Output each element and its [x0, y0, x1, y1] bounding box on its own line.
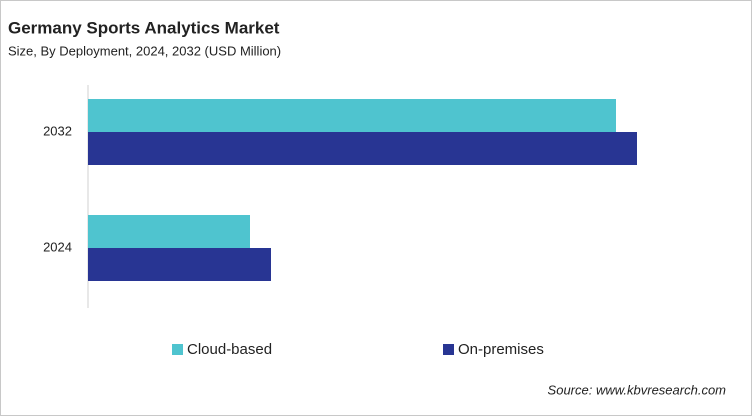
bar — [88, 99, 616, 132]
legend-swatch — [172, 344, 183, 355]
source: Source: www.kbvresearch.com — [548, 382, 727, 397]
chart-subtitle: Size, By Deployment, 2024, 2032 (USD Mil… — [8, 43, 281, 58]
bar — [88, 248, 271, 281]
y-tick-label: 2032 — [43, 123, 72, 138]
bar — [88, 215, 250, 248]
bar — [88, 132, 637, 165]
chart-title: Germany Sports Analytics Market — [8, 18, 280, 37]
legend-label: On-premises — [458, 341, 544, 358]
legend-swatch — [443, 344, 454, 355]
legend-label: Cloud-based — [187, 341, 272, 358]
y-tick-label: 2024 — [43, 239, 72, 254]
